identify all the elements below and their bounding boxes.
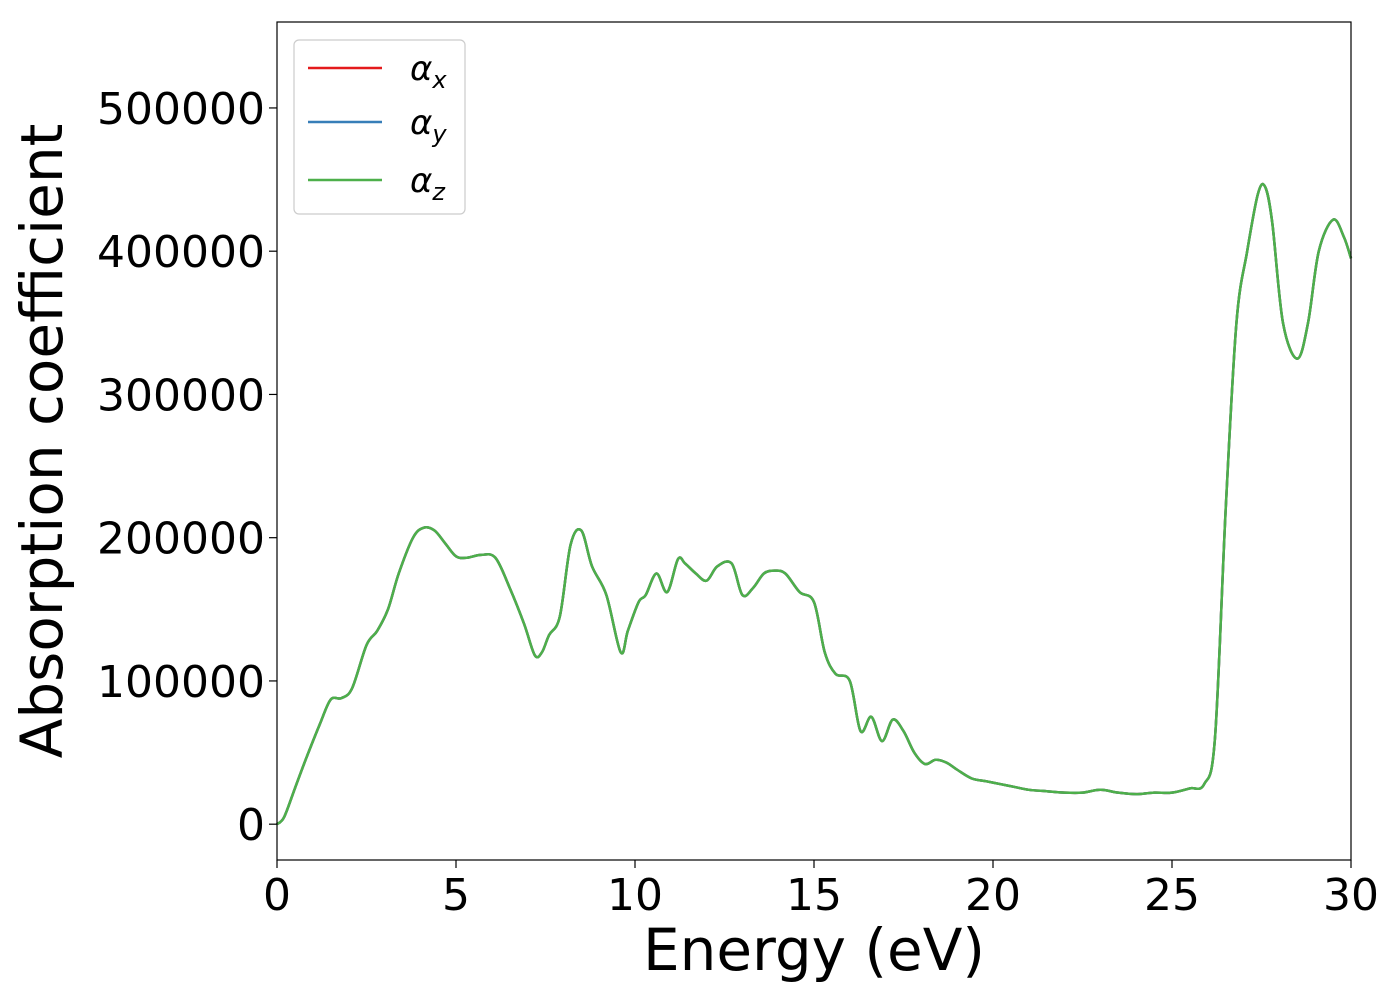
legend-subscript-x: x [431, 66, 447, 94]
y-tick-label: 0 [237, 800, 265, 851]
y-tick-label: 100000 [97, 657, 265, 708]
legend-symbol-alpha-z: α [410, 161, 432, 201]
series-line-alpha-x [276, 182, 1353, 826]
y-tick-label: 500000 [97, 84, 265, 135]
svg-text:αz: αz [410, 161, 446, 206]
svg-text:αx: αx [410, 49, 447, 94]
y-axis-title: Absorption coefficient [8, 124, 76, 759]
x-axis-title: Energy (eV) [643, 916, 985, 984]
svg-text:αy: αy [410, 103, 447, 148]
x-tick-label: 30 [1323, 870, 1379, 921]
y-tick-label: 200000 [97, 514, 265, 565]
legend: αx αy αz [293, 39, 466, 215]
y-tick-label: 400000 [97, 227, 265, 278]
series-line-alpha-z [276, 182, 1353, 826]
legend-symbol-alpha-x: α [410, 49, 432, 89]
legend-entry-alpha-z: αz [308, 161, 446, 206]
legend-subscript-z: z [431, 178, 446, 206]
x-tick-label: 5 [442, 870, 470, 921]
plot-lines [276, 182, 1353, 826]
legend-entry-alpha-y: αy [308, 103, 447, 148]
legend-symbol-alpha-y: α [410, 103, 432, 143]
x-tick-label: 20 [965, 870, 1021, 921]
legend-entry-alpha-x: αx [308, 49, 447, 94]
y-axis: 0 100000 200000 300000 400000 500000 [97, 84, 277, 851]
legend-box [293, 39, 466, 215]
y-tick-label: 300000 [97, 370, 265, 421]
x-tick-label: 15 [786, 870, 842, 921]
series-line-alpha-y [276, 182, 1353, 826]
legend-subscript-y: y [431, 120, 447, 148]
x-tick-label: 25 [1144, 870, 1200, 921]
x-tick-label: 0 [263, 870, 291, 921]
x-tick-label: 10 [607, 870, 663, 921]
x-axis: 0 5 10 15 20 25 30 [263, 860, 1379, 921]
